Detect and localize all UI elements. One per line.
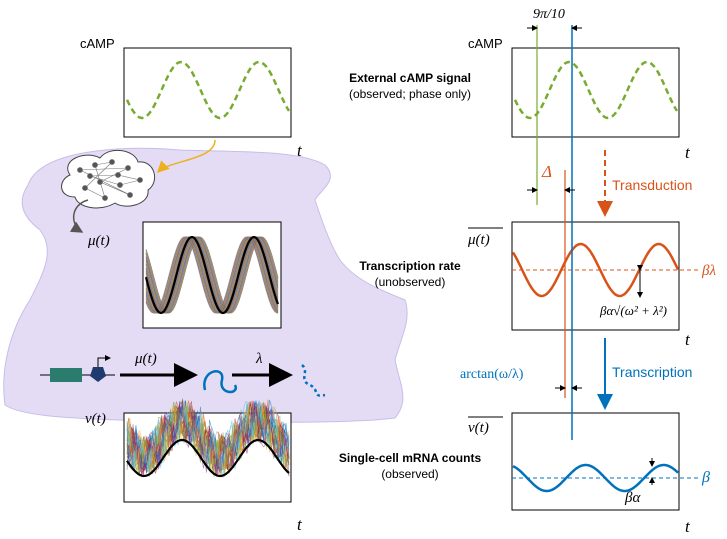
delta-box — [538, 160, 564, 182]
reaction-label: μ(t) — [134, 351, 157, 367]
decay-label: λ — [255, 351, 263, 367]
axis-label: t — [685, 330, 691, 349]
panel — [511, 412, 680, 511]
caption-subtitle: (observed) — [381, 467, 438, 481]
node — [82, 185, 88, 191]
camp-curve — [125, 60, 291, 120]
axis-label: t — [685, 517, 691, 536]
degraded-mrna — [301, 364, 326, 397]
mean-rate — [144, 235, 280, 315]
axis-label: cAMP — [80, 36, 115, 51]
edge — [79, 167, 129, 171]
cell-count — [126, 400, 290, 477]
panel — [511, 221, 680, 331]
panel — [123, 47, 292, 138]
network — [77, 159, 143, 201]
node — [92, 162, 98, 168]
axis-label: cAMP — [468, 36, 503, 51]
cell-count — [126, 405, 290, 472]
axis-label: μ(t) — [467, 232, 490, 248]
edge — [119, 179, 141, 186]
cell-rate — [145, 236, 279, 314]
rate-label: μ(t) — [87, 233, 110, 249]
mean-label: βλ — [701, 263, 716, 279]
node — [115, 172, 121, 178]
mean-count-model — [512, 463, 679, 493]
axis-label: ν(t) — [468, 420, 489, 436]
promoter — [90, 367, 106, 382]
signal-arrow — [156, 139, 216, 174]
cell-count — [126, 401, 290, 469]
transcription-label: Transcription — [612, 364, 692, 380]
node — [87, 173, 93, 179]
camp-curve — [513, 60, 679, 120]
caption-subtitle: (unobserved) — [375, 275, 446, 289]
caption-title: Single-cell mRNA counts — [339, 451, 482, 465]
gene — [50, 368, 82, 382]
edge — [89, 175, 121, 186]
caption-subtitle: (observed; phase only) — [349, 87, 471, 101]
axis-label: t — [685, 143, 691, 162]
edge — [84, 187, 106, 199]
node — [127, 192, 133, 198]
rate-arrow — [69, 199, 89, 233]
node — [77, 167, 83, 173]
axis-label: t — [297, 515, 303, 534]
mean-label: β — [701, 469, 710, 486]
node — [137, 177, 143, 183]
delta-label: Δ — [541, 162, 552, 181]
mean-count — [126, 438, 290, 478]
edge — [89, 174, 119, 177]
axis-label: ν(t) — [85, 411, 106, 427]
node — [117, 182, 123, 188]
tss — [97, 355, 111, 367]
cell-count — [126, 402, 290, 473]
edge — [117, 174, 141, 181]
edge — [84, 161, 113, 189]
node — [102, 195, 108, 201]
curves — [125, 60, 700, 493]
amplitude-label: βα√(ω² + λ²) — [599, 303, 667, 318]
caption-title: Transcription rate — [359, 259, 461, 273]
axis-label: t — [297, 141, 303, 160]
amplitude-label: βα — [624, 490, 641, 506]
shift-label: arctan(ω/λ) — [460, 367, 524, 382]
caption-title: External cAMP signal — [349, 71, 471, 85]
mrna — [203, 370, 237, 394]
node — [109, 159, 115, 165]
phase-label: 9π/10 — [533, 7, 565, 22]
transduction-label: Transduction — [612, 177, 692, 193]
mean-rate-model — [511, 242, 680, 298]
node — [125, 165, 131, 171]
node — [97, 179, 103, 185]
